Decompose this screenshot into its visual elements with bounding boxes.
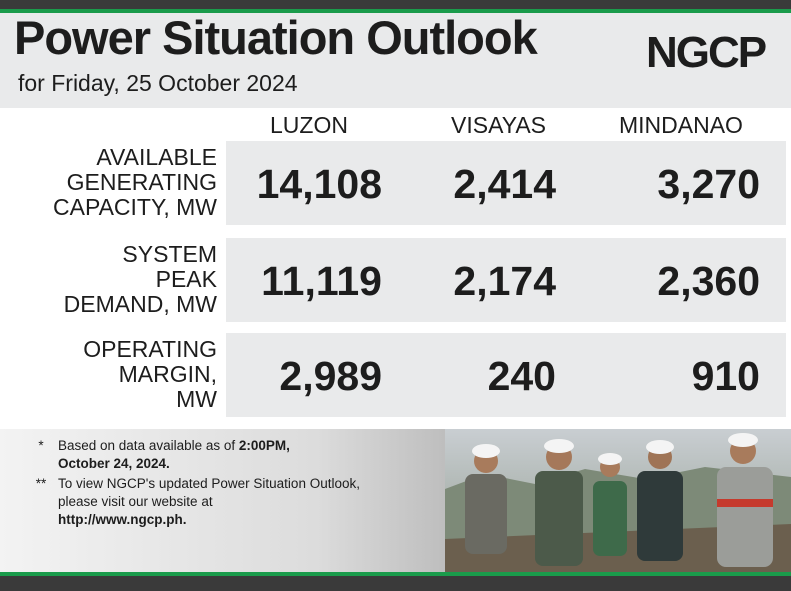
logo-text: NGCP: [646, 28, 766, 73]
top-bar: [0, 0, 791, 9]
footnote-time: 2:00PM,: [238, 438, 290, 453]
worker-figure: [593, 453, 627, 556]
page-title: Power Situation Outlook: [14, 11, 538, 64]
value-demand-visayas: 2,174: [453, 258, 556, 304]
value-margin-visayas: 240: [487, 353, 556, 399]
footnotes: * Based on data available as of 2:00PM, …: [28, 437, 368, 531]
worker-figure: [535, 439, 583, 566]
column-header-mindanao: MINDANAO: [619, 112, 743, 138]
value-capacity-mindanao: 3,270: [657, 161, 760, 207]
workers-photo: [445, 429, 791, 576]
row-band-margin: [226, 333, 786, 417]
bottom-bar: [0, 576, 791, 591]
header-panel: [0, 13, 791, 108]
row-label-demand: SYSTEM PEAK DEMAND, MW: [63, 241, 217, 317]
row-band-demand: [226, 238, 786, 322]
value-capacity-luzon: 14,108: [256, 161, 382, 207]
value-demand-mindanao: 2,360: [657, 258, 760, 304]
row-label-margin: OPERATING MARGIN, MW: [83, 336, 217, 412]
footnote-date: October 24, 2024.: [58, 456, 170, 471]
top-accent-stripe: [0, 9, 791, 13]
website-link[interactable]: http://www.ngcp.ph.: [58, 512, 187, 527]
page-subtitle: for Friday, 25 October 2024: [18, 70, 298, 96]
ngcp-logo: NGCP: [646, 28, 768, 73]
value-demand-luzon: 11,119: [261, 258, 382, 304]
worker-figure: [637, 440, 683, 561]
value-margin-mindanao: 910: [691, 353, 760, 399]
footnote-marker: **: [35, 476, 47, 491]
row-band-capacity: [226, 141, 786, 225]
value-capacity-visayas: 2,414: [453, 161, 556, 207]
worker-figure: [717, 433, 773, 567]
bottom-accent-stripe: [0, 572, 791, 576]
footnote-website: ** To view NGCP's updated Power Situatio…: [28, 475, 368, 529]
footnote-marker: *: [38, 438, 44, 453]
footnote-data-time: * Based on data available as of 2:00PM, …: [28, 437, 368, 473]
footnote-text: To view NGCP's updated Power Situation O…: [58, 476, 360, 509]
column-header-visayas: VISAYAS: [451, 112, 547, 138]
worker-figure: [465, 444, 507, 554]
footnote-text: Based on data available as of: [58, 438, 239, 453]
column-header-luzon: LUZON: [270, 112, 348, 138]
value-margin-luzon: 2,989: [279, 353, 382, 399]
row-label-capacity: AVAILABLE GENERATING CAPACITY, MW: [53, 144, 217, 220]
